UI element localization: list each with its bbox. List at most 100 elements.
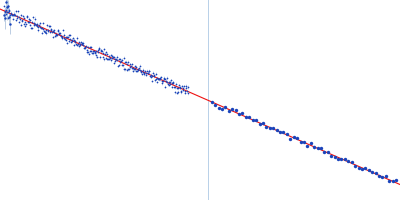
Point	[26, 21, 32, 24]
Point	[290, 135, 297, 139]
Point	[15, 10, 21, 13]
Point	[250, 119, 256, 122]
Point	[263, 125, 270, 128]
Point	[64, 36, 70, 39]
Point	[10, 12, 17, 15]
Point	[92, 54, 99, 57]
Point	[62, 39, 69, 42]
Point	[75, 43, 81, 46]
Point	[93, 50, 100, 53]
Point	[165, 80, 172, 84]
Point	[115, 64, 121, 68]
Point	[20, 22, 27, 26]
Point	[74, 43, 80, 46]
Point	[130, 69, 136, 72]
Point	[30, 15, 36, 19]
Point	[9, 13, 15, 17]
Point	[95, 49, 102, 52]
Point	[229, 108, 236, 111]
Point	[42, 30, 48, 34]
Point	[67, 38, 73, 41]
Point	[35, 28, 42, 32]
Point	[146, 70, 152, 73]
Point	[80, 43, 87, 46]
Point	[155, 77, 161, 80]
Point	[33, 23, 39, 26]
Point	[232, 109, 239, 112]
Point	[335, 158, 341, 161]
Point	[113, 58, 119, 61]
Point	[120, 67, 127, 71]
Point	[352, 165, 358, 168]
Point	[67, 33, 74, 37]
Point	[25, 21, 31, 24]
Point	[107, 56, 113, 59]
Point	[58, 35, 64, 38]
Point	[243, 115, 249, 118]
Point	[2, 0, 9, 4]
Point	[162, 85, 169, 88]
Point	[43, 31, 50, 34]
Point	[294, 137, 300, 140]
Point	[140, 68, 146, 72]
Point	[163, 79, 169, 82]
Point	[139, 73, 145, 76]
Point	[141, 73, 147, 76]
Point	[100, 48, 107, 51]
Point	[280, 131, 287, 134]
Point	[167, 82, 174, 85]
Point	[75, 44, 82, 47]
Point	[321, 150, 328, 153]
Point	[128, 64, 134, 67]
Point	[149, 80, 156, 83]
Point	[40, 21, 46, 25]
Point	[148, 73, 154, 76]
Point	[158, 75, 164, 79]
Point	[106, 55, 112, 58]
Point	[20, 14, 26, 18]
Point	[120, 64, 126, 67]
Point	[314, 147, 321, 150]
Point	[2, 10, 8, 13]
Point	[88, 46, 94, 49]
Point	[6, 15, 12, 18]
Point	[35, 25, 41, 28]
Point	[46, 25, 52, 28]
Point	[24, 14, 30, 18]
Point	[9, 14, 16, 17]
Point	[180, 88, 186, 91]
Point	[376, 174, 382, 177]
Point	[157, 78, 164, 81]
Point	[84, 51, 90, 54]
Point	[304, 144, 310, 148]
Point	[76, 42, 83, 45]
Point	[150, 75, 157, 78]
Point	[72, 40, 79, 44]
Point	[41, 29, 47, 32]
Point	[49, 31, 55, 34]
Point	[130, 66, 136, 69]
Point	[28, 26, 34, 29]
Point	[2, 9, 9, 12]
Point	[28, 26, 35, 30]
Point	[70, 36, 76, 40]
Point	[119, 58, 126, 61]
Point	[133, 66, 139, 69]
Point	[80, 41, 86, 44]
Point	[126, 65, 133, 69]
Point	[143, 73, 150, 76]
Point	[178, 90, 184, 93]
Point	[318, 146, 324, 150]
Point	[48, 28, 54, 31]
Point	[135, 69, 142, 72]
Point	[239, 111, 246, 114]
Point	[37, 22, 44, 25]
Point	[52, 32, 59, 36]
Point	[212, 104, 218, 107]
Point	[386, 179, 392, 182]
Point	[82, 46, 88, 50]
Point	[83, 48, 90, 52]
Point	[50, 29, 56, 32]
Point	[83, 45, 89, 48]
Point	[149, 74, 155, 78]
